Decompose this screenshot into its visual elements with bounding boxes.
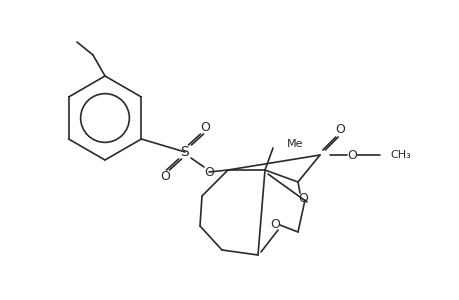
Text: O: O bbox=[204, 166, 213, 178]
Text: O: O bbox=[200, 121, 209, 134]
Text: O: O bbox=[346, 148, 356, 161]
Text: O: O bbox=[269, 218, 280, 232]
Text: O: O bbox=[297, 191, 307, 205]
Text: S: S bbox=[180, 145, 189, 159]
Text: CH₃: CH₃ bbox=[389, 150, 410, 160]
Text: O: O bbox=[160, 170, 169, 184]
Text: O: O bbox=[334, 122, 344, 136]
Text: Me: Me bbox=[286, 139, 303, 149]
